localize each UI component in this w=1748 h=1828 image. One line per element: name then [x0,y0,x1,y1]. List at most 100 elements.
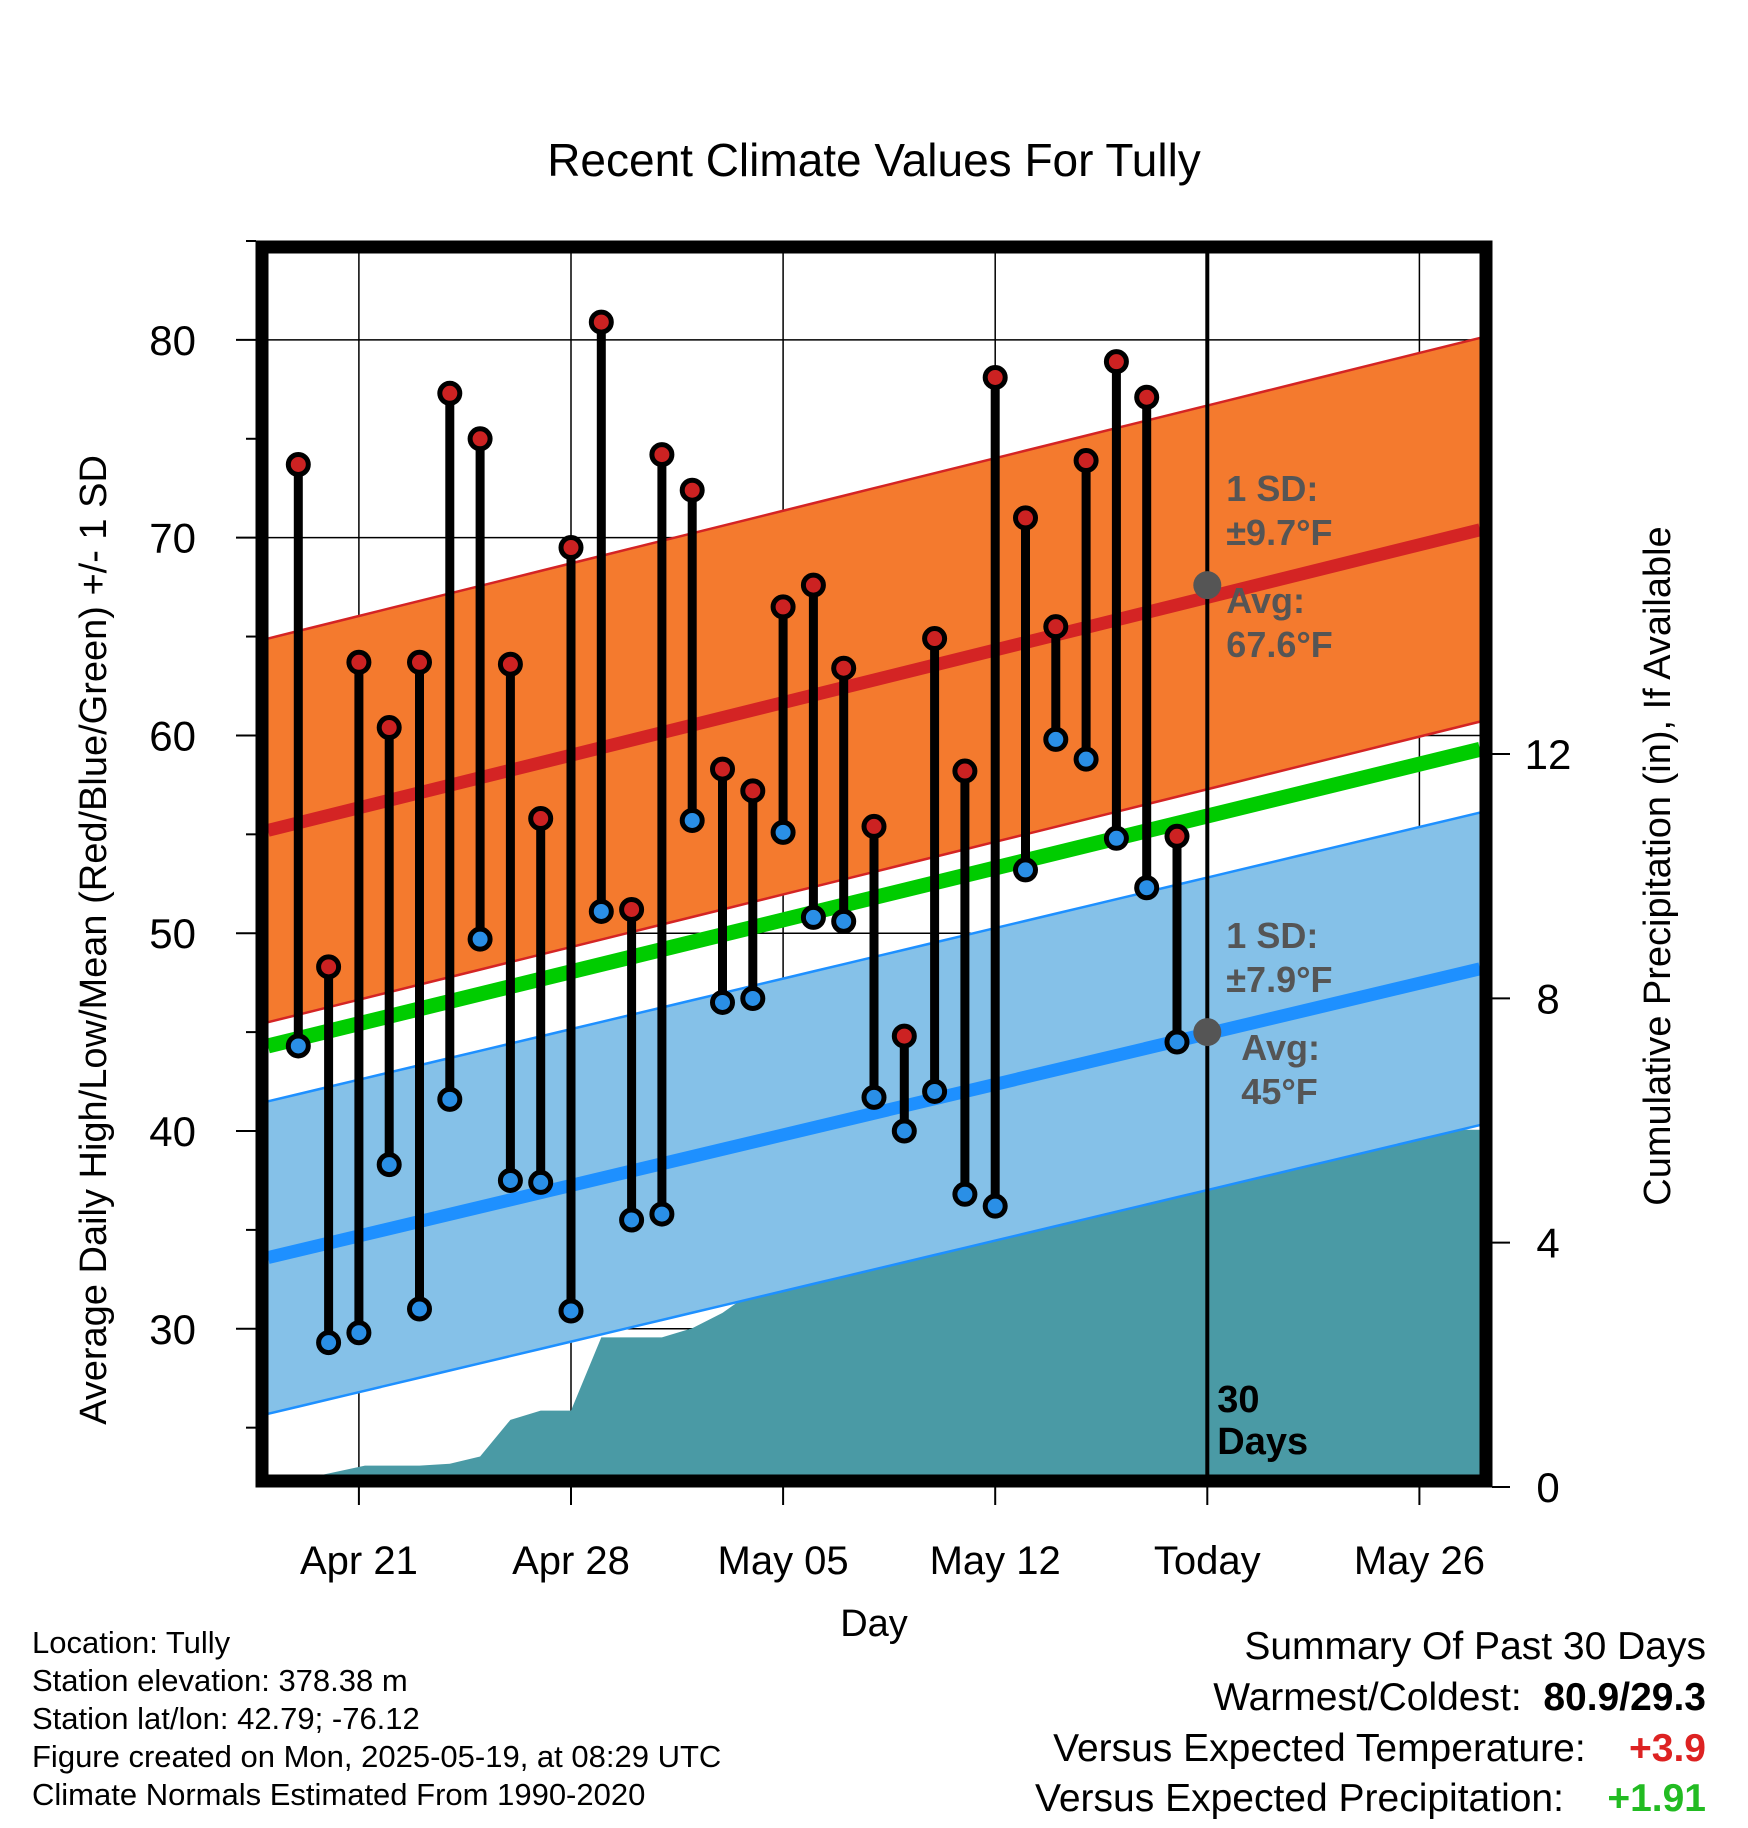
latlon-text: Station lat/lon: 42.79; -76.12 [32,1701,420,1736]
low-avg-label: Avg: [1241,1027,1320,1068]
x-tick-label: Apr 21 [300,1539,418,1583]
high-sd-band-upper-edge [267,336,1481,640]
location-text: Location: Tully [32,1625,231,1660]
daily-high-point [770,594,796,620]
daily-high-point [376,715,402,741]
x-tick-label: Today [1154,1539,1261,1583]
temp-label: Versus Expected Temperature: [1053,1727,1586,1770]
precip-row: Versus Expected Precipitation: +1.91 [1035,1774,1706,1824]
daily-high-point [831,655,857,681]
today-days-unit: Days [1217,1421,1308,1463]
daily-low-point [1103,825,1129,851]
daily-high-point [679,477,705,503]
high-avg-marker [1193,571,1222,600]
daily-low-point [861,1084,887,1110]
daily-low-point [346,1320,372,1346]
y-tick-label: 80 [149,317,196,364]
daily-high-point [952,758,978,784]
daily-high-point [558,535,584,561]
daily-high-point [1043,614,1069,640]
summary-panel: Summary Of Past 30 Days Warmest/Coldest:… [1035,1622,1706,1824]
daily-high-point [1134,384,1160,410]
y-tick-label: 50 [149,910,196,957]
daily-high-point [619,896,645,922]
low-sd-value: ±7.9°F [1226,959,1332,1000]
high-sd-label: 1 SD: [1226,468,1318,509]
x-tick-label: May 12 [930,1539,1061,1583]
high-avg-label: Avg: [1226,580,1305,621]
daily-high-point [316,954,342,980]
temp-value: +3.9 [1629,1727,1706,1770]
precip-label: Versus Expected Precipitation: [1035,1777,1564,1820]
plot-frame [255,240,1493,1488]
y-axis-label: Average Daily High/Low/Mean (Red/Blue/Gr… [73,455,115,1425]
high-sd-value: ±9.7°F [1226,512,1332,553]
daily-low-point [770,819,796,845]
daily-low-point [376,1152,402,1178]
precip-area [275,1129,1480,1481]
daily-high-point [346,649,372,675]
daily-high-point [467,426,493,452]
x-tick-label: May 05 [718,1539,849,1583]
high-avg-value: 67.6°F [1226,624,1332,665]
y2-axis-label: Cumulative Precipitation (in), If Availa… [1637,526,1679,1205]
daily-low-point [1043,726,1069,752]
daily-high-point [1164,823,1190,849]
daily-low-point [619,1207,645,1233]
y2-tick-label: 4 [1536,1220,1559,1267]
y2-tick-label: 8 [1536,975,1559,1022]
daily-high-point [407,649,432,675]
daily-high-point [740,778,766,804]
daily-low-point [497,1167,523,1193]
daily-low-point [649,1201,675,1227]
warmest-value: 80.9/29.3 [1543,1676,1706,1719]
normals-text: Climate Normals Estimated From 1990-2020 [32,1777,646,1812]
low-avg-value: 45°F [1241,1071,1317,1112]
low-avg-marker [1193,1018,1222,1047]
daily-low-point [891,1118,917,1144]
daily-low-point [922,1078,948,1104]
y-tick-label: 70 [149,515,196,562]
daily-high-point [710,756,735,782]
chart-title: Recent Climate Values For Tully [547,134,1201,186]
daily-low-point [588,898,614,924]
daily-low-point [740,985,766,1011]
daily-high-point [800,572,826,598]
daily-high-point [437,380,463,406]
normal-low-line [266,962,1482,1264]
daily-high-point [497,651,523,677]
warmest-coldest-row: Warmest/Coldest: 80.9/29.3 [1035,1672,1706,1724]
daily-high-point [982,364,1008,390]
daily-high-point [285,451,311,477]
daily-low-point [316,1330,342,1356]
warmest-label: Warmest/Coldest: [1213,1676,1522,1719]
summary-heading: Summary Of Past 30 Days [1244,1625,1706,1668]
daily-low-point [1134,875,1160,901]
daily-high-point [922,626,948,652]
y-tick-label: 40 [149,1108,196,1155]
temp-row: Versus Expected Temperature: +3.9 [1035,1724,1706,1774]
daily-low-point [1164,1029,1190,1055]
daily-low-point [407,1296,432,1322]
daily-high-point [588,309,614,335]
precip-value: +1.91 [1607,1777,1706,1820]
daily-low-point [437,1086,463,1112]
daily-low-point [710,989,735,1015]
daily-high-point [1013,505,1038,531]
low-sd-band-lower-edge [267,1123,1481,1416]
daily-high-point [861,813,887,839]
daily-high-point [1103,349,1129,375]
daily-low-point [558,1298,584,1324]
y-tick-label: 60 [149,712,196,759]
elevation-text: Station elevation: 378.38 m [32,1663,408,1698]
daily-low-point [952,1181,978,1207]
created-text: Figure created on Mon, 2025-05-19, at 08… [32,1739,722,1774]
normal-high-line [266,523,1482,837]
daily-high-point [1073,448,1099,474]
daily-low-point [831,908,857,934]
daily-high-point [649,442,675,468]
daily-high-point [891,1023,917,1049]
daily-low-point [1013,857,1038,883]
y-tick-label: 30 [149,1306,196,1353]
